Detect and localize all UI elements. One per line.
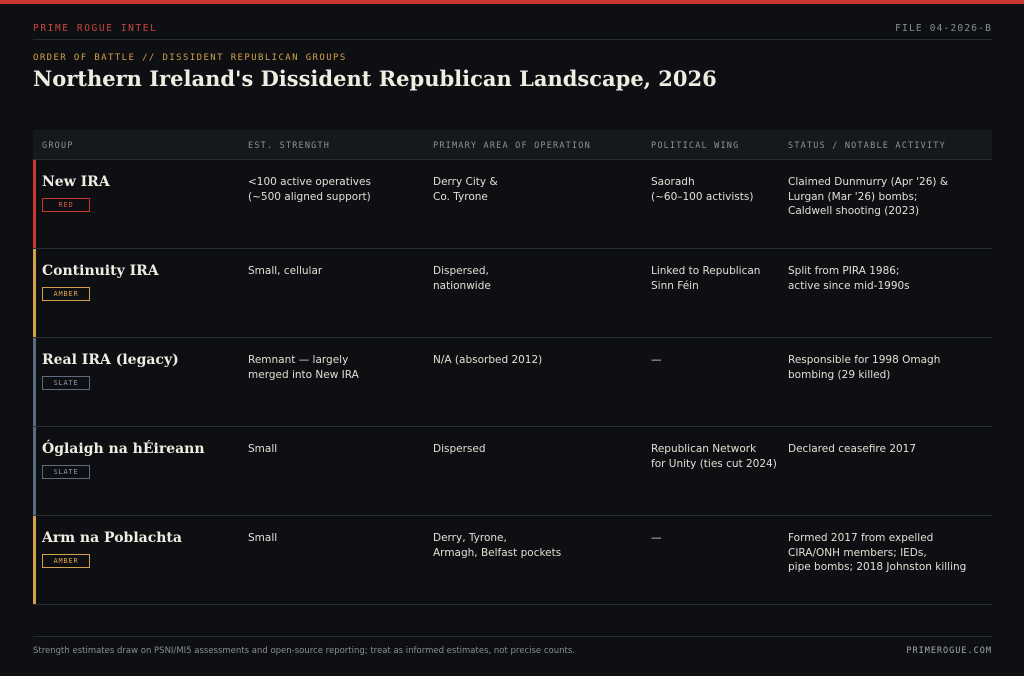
political-wing-cell: — bbox=[651, 532, 662, 544]
threat-badge: RED bbox=[42, 198, 90, 212]
threat-badge: SLATE bbox=[42, 465, 90, 479]
status-cell: Responsible for 1998 Omagh bombing (29 k… bbox=[788, 354, 941, 381]
row-accent-bar bbox=[33, 338, 36, 426]
political-wing-cell: Saoradh (~60–100 activists) bbox=[651, 176, 754, 203]
political-wing-cell: — bbox=[651, 354, 662, 366]
group-name: Real IRA (legacy) bbox=[42, 352, 179, 368]
status-cell: Split from PIRA 1986; active since mid-1… bbox=[788, 265, 910, 292]
political-wing-cell: Linked to Republican Sinn Féin bbox=[651, 265, 761, 292]
site-link[interactable]: PRIMEROGUE.COM bbox=[906, 646, 992, 656]
header-divider bbox=[33, 39, 992, 40]
political-wing-cell: Republican Network for Unity (ties cut 2… bbox=[651, 443, 777, 470]
order-of-battle-table: GROUP EST. STRENGTH PRIMARY AREA OF OPER… bbox=[33, 130, 992, 605]
page-title: Northern Ireland's Dissident Republican … bbox=[33, 66, 717, 91]
table-row: New IRA RED <100 active operatives (~500… bbox=[33, 160, 992, 249]
threat-badge: AMBER bbox=[42, 554, 90, 568]
area-cell: Dispersed, nationwide bbox=[433, 265, 491, 292]
column-header-area: PRIMARY AREA OF OPERATION bbox=[433, 141, 591, 151]
brand-name: PRIME ROGUE INTEL bbox=[33, 23, 158, 34]
column-header-strength: EST. STRENGTH bbox=[248, 141, 331, 151]
group-name: Continuity IRA bbox=[42, 263, 159, 279]
column-header-status: STATUS / NOTABLE ACTIVITY bbox=[788, 141, 946, 151]
table-row: Arm na Poblachta AMBER Small Derry, Tyro… bbox=[33, 516, 992, 605]
top-accent-bar bbox=[0, 0, 1024, 4]
area-cell: Dispersed bbox=[433, 443, 486, 455]
row-accent-bar bbox=[33, 249, 36, 337]
table-row: Continuity IRA AMBER Small, cellular Dis… bbox=[33, 249, 992, 338]
area-cell: N/A (absorbed 2012) bbox=[433, 354, 543, 366]
strength-cell: Small bbox=[248, 443, 278, 455]
group-name: New IRA bbox=[42, 174, 110, 190]
status-cell: Formed 2017 from expelled CIRA/ONH membe… bbox=[788, 532, 967, 573]
column-header-political-wing: POLITICAL WING bbox=[651, 141, 740, 151]
footnote: Strength estimates draw on PSNI/MI5 asse… bbox=[33, 646, 575, 656]
threat-badge: AMBER bbox=[42, 287, 90, 301]
strength-cell: <100 active operatives (~500 aligned sup… bbox=[248, 176, 371, 203]
table-row: Real IRA (legacy) SLATE Remnant — largel… bbox=[33, 338, 992, 427]
area-cell: Derry City & Co. Tyrone bbox=[433, 176, 498, 203]
group-name: Arm na Poblachta bbox=[42, 530, 182, 546]
area-cell: Derry, Tyrone, Armagh, Belfast pockets bbox=[433, 532, 562, 559]
threat-badge: SLATE bbox=[42, 376, 90, 390]
table-header: GROUP EST. STRENGTH PRIMARY AREA OF OPER… bbox=[33, 130, 992, 160]
file-number: FILE 04-2026-B bbox=[895, 23, 992, 34]
status-cell: Claimed Dunmurry (Apr '26) & Lurgan (Mar… bbox=[788, 176, 949, 217]
row-accent-bar bbox=[33, 427, 36, 515]
group-name: Óglaigh na hÉireann bbox=[42, 441, 205, 457]
strength-cell: Remnant — largely merged into New IRA bbox=[248, 354, 359, 381]
strength-cell: Small bbox=[248, 532, 278, 544]
footer-divider bbox=[33, 636, 992, 637]
status-cell: Declared ceasefire 2017 bbox=[788, 443, 917, 455]
row-accent-bar bbox=[33, 516, 36, 604]
row-accent-bar bbox=[33, 160, 36, 248]
column-header-group: GROUP bbox=[42, 141, 74, 151]
section-kicker: ORDER OF BATTLE // DISSIDENT REPUBLICAN … bbox=[33, 53, 347, 63]
strength-cell: Small, cellular bbox=[248, 265, 323, 277]
table-row: Óglaigh na hÉireann SLATE Small Disperse… bbox=[33, 427, 992, 516]
